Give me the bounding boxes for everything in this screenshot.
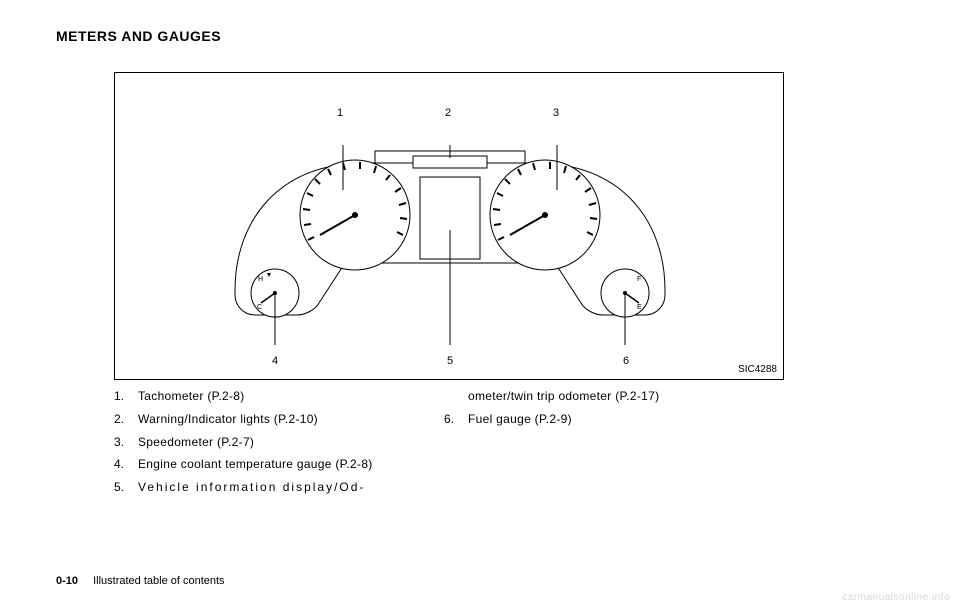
watermark: carmanualsonline.info (842, 592, 950, 603)
section-title: METERS AND GAUGES (56, 28, 904, 44)
diagram-code: SIC4288 (738, 364, 777, 375)
callout-2: 2 (445, 107, 451, 119)
legend-text: Fuel gauge (P.2-9) (468, 411, 744, 428)
callout-6: 6 (623, 355, 629, 367)
legend-num: 2. (114, 411, 138, 428)
footer-title: Illustrated table of contents (93, 575, 224, 587)
legend-text: Engine coolant temperature gauge (P.2-8) (138, 456, 414, 473)
svg-text:E: E (637, 304, 642, 311)
legend-item: ometer/twin trip odometer (P.2-17) (444, 388, 744, 405)
instrument-cluster-diagram: H C F E (225, 145, 675, 345)
svg-text:F: F (637, 276, 641, 283)
svg-text:H: H (258, 276, 263, 283)
legend-num: 3. (114, 434, 138, 451)
legend-item: 6. Fuel gauge (P.2-9) (444, 411, 744, 428)
diagram-box: H C F E 1 2 3 4 5 6 SIC4288 (114, 72, 784, 380)
legend-text: Speedometer (P.2-7) (138, 434, 414, 451)
legend-text: Tachometer (P.2-8) (138, 388, 414, 405)
legend-num: 4. (114, 456, 138, 473)
callout-1: 1 (337, 107, 343, 119)
legend-columns: 1. Tachometer (P.2-8) 2. Warning/Indicat… (114, 388, 904, 502)
legend-text: ometer/twin trip odometer (P.2-17) (468, 388, 744, 405)
legend-item: 5. Vehicle information display/Od- (114, 479, 414, 496)
legend-text: Vehicle information display/Od- (138, 479, 414, 496)
callout-3: 3 (553, 107, 559, 119)
legend-item: 3. Speedometer (P.2-7) (114, 434, 414, 451)
legend-num: 1. (114, 388, 138, 405)
page-number: 0-10 (56, 575, 78, 587)
legend-text: Warning/Indicator lights (P.2-10) (138, 411, 414, 428)
legend-col-2: ometer/twin trip odometer (P.2-17) 6. Fu… (444, 388, 744, 502)
legend-num: 6. (444, 411, 468, 428)
svg-text:C: C (257, 304, 262, 311)
callout-5: 5 (447, 355, 453, 367)
legend-item: 1. Tachometer (P.2-8) (114, 388, 414, 405)
page-footer: 0-10 Illustrated table of contents (56, 575, 225, 587)
legend-item: 2. Warning/Indicator lights (P.2-10) (114, 411, 414, 428)
legend-item: 4. Engine coolant temperature gauge (P.2… (114, 456, 414, 473)
legend-num: 5. (114, 479, 138, 496)
legend-col-1: 1. Tachometer (P.2-8) 2. Warning/Indicat… (114, 388, 414, 502)
callout-4: 4 (272, 355, 278, 367)
